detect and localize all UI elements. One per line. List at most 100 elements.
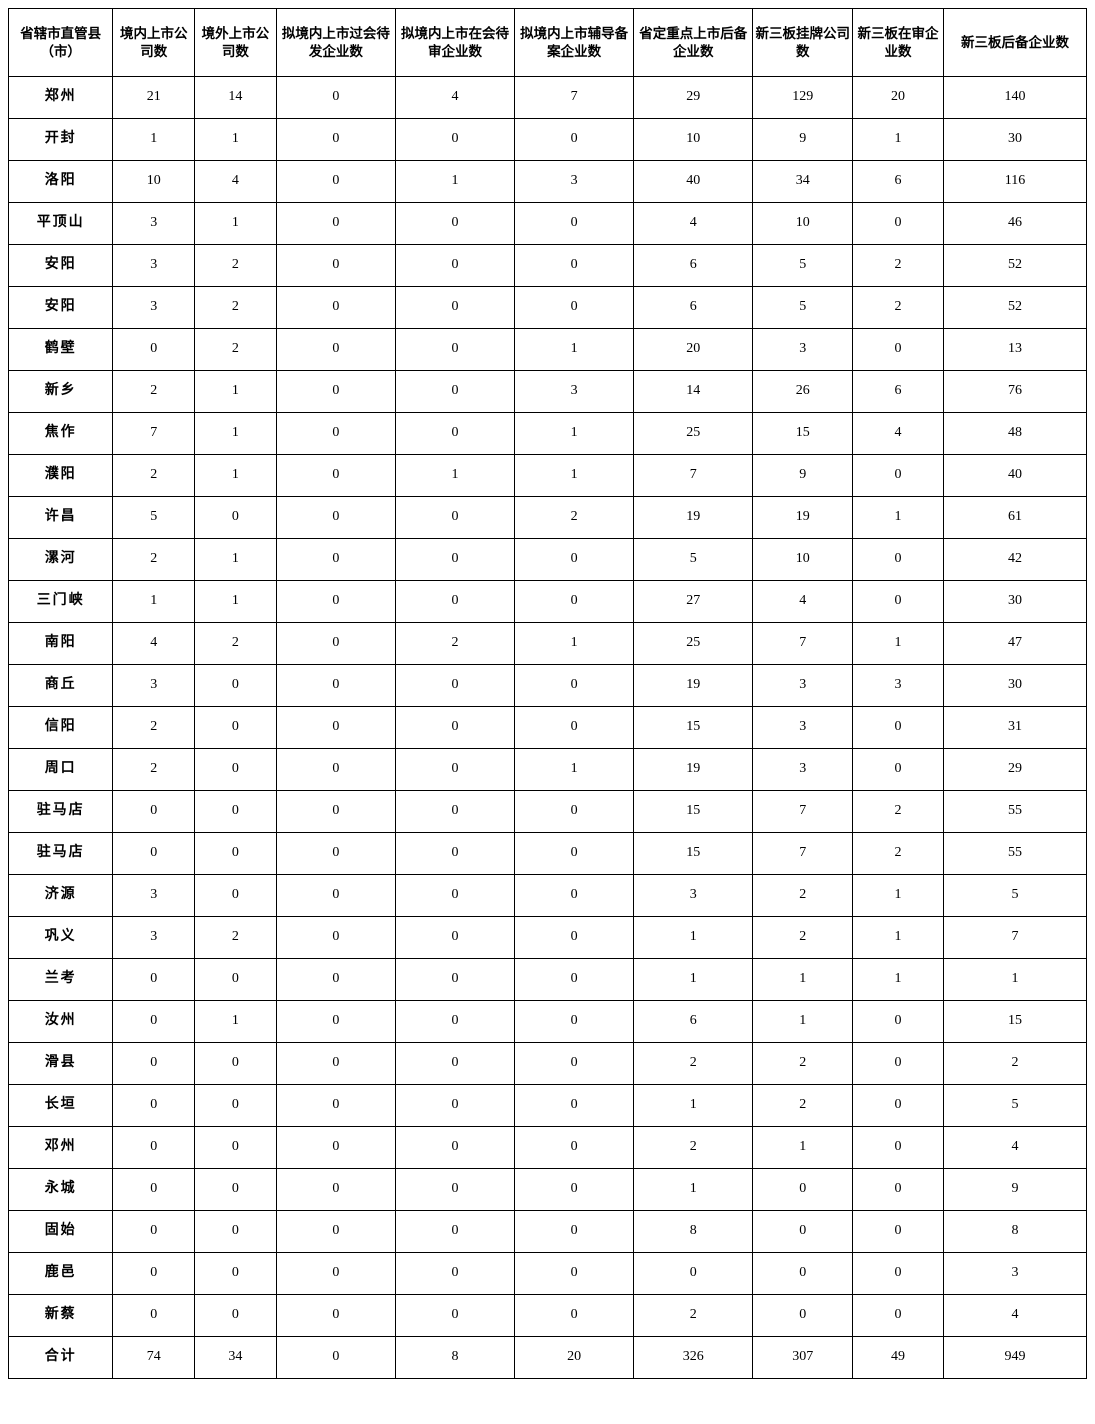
cell-value: 19 [634, 497, 753, 539]
cell-value: 0 [634, 1253, 753, 1295]
cell-value: 0 [195, 1169, 277, 1211]
cell-value: 0 [276, 1253, 395, 1295]
cell-value: 0 [395, 1043, 514, 1085]
table-row: 济源300003215 [9, 875, 1087, 917]
cell-value: 0 [515, 245, 634, 287]
cell-value: 1 [113, 119, 195, 161]
cell-value: 0 [515, 833, 634, 875]
cell-value: 2 [853, 833, 944, 875]
cell-value: 1 [195, 203, 277, 245]
cell-value: 2 [113, 539, 195, 581]
cell-value: 0 [276, 1043, 395, 1085]
cell-value: 48 [943, 413, 1086, 455]
cell-region: 许昌 [9, 497, 113, 539]
cell-value: 3 [515, 161, 634, 203]
cell-value: 0 [753, 1211, 853, 1253]
cell-value: 1 [515, 413, 634, 455]
cell-value: 4 [113, 623, 195, 665]
cell-value: 3 [113, 203, 195, 245]
cell-value: 0 [395, 497, 514, 539]
cell-value: 0 [395, 539, 514, 581]
cell-value: 3 [753, 329, 853, 371]
cell-value: 10 [753, 539, 853, 581]
cell-value: 3 [113, 875, 195, 917]
cell-value: 25 [634, 413, 753, 455]
table-row: 邓州000002104 [9, 1127, 1087, 1169]
cell-value: 2 [634, 1043, 753, 1085]
table-row: 汝州0100061015 [9, 1001, 1087, 1043]
cell-value: 14 [195, 77, 277, 119]
cell-value: 29 [943, 749, 1086, 791]
cell-value: 20 [515, 1337, 634, 1379]
cell-value: 15 [634, 833, 753, 875]
cell-value: 3 [853, 665, 944, 707]
cell-value: 1 [195, 539, 277, 581]
cell-value: 0 [195, 833, 277, 875]
cell-value: 0 [853, 1253, 944, 1295]
cell-value: 1 [634, 1085, 753, 1127]
cell-value: 6 [853, 371, 944, 413]
cell-region: 驻马店 [9, 791, 113, 833]
cell-value: 40 [634, 161, 753, 203]
cell-value: 5 [943, 875, 1086, 917]
cell-value: 0 [853, 749, 944, 791]
cell-region: 巩义 [9, 917, 113, 959]
cell-value: 2 [753, 917, 853, 959]
cell-value: 19 [753, 497, 853, 539]
cell-value: 0 [113, 1001, 195, 1043]
table-row: 新乡210031426676 [9, 371, 1087, 413]
cell-value: 74 [113, 1337, 195, 1379]
cell-value: 0 [276, 497, 395, 539]
cell-value: 3 [753, 665, 853, 707]
cell-value: 0 [853, 581, 944, 623]
cell-value: 0 [515, 917, 634, 959]
cell-value: 10 [113, 161, 195, 203]
cell-value: 1 [634, 1169, 753, 1211]
col-header-c4: 拟境内上市在会待审企业数 [395, 9, 514, 77]
cell-value: 0 [276, 245, 395, 287]
cell-value: 7 [113, 413, 195, 455]
cell-value: 4 [853, 413, 944, 455]
table-row: 三门峡11000274030 [9, 581, 1087, 623]
cell-value: 3 [113, 665, 195, 707]
cell-value: 4 [634, 203, 753, 245]
table-row: 南阳42021257147 [9, 623, 1087, 665]
cell-region: 焦作 [9, 413, 113, 455]
cell-value: 21 [113, 77, 195, 119]
cell-region: 汝州 [9, 1001, 113, 1043]
cell-value: 1 [395, 161, 514, 203]
cell-value: 0 [113, 1295, 195, 1337]
cell-value: 0 [853, 1127, 944, 1169]
cell-value: 0 [276, 1001, 395, 1043]
cell-value: 0 [276, 1295, 395, 1337]
cell-value: 27 [634, 581, 753, 623]
cell-value: 2 [943, 1043, 1086, 1085]
cell-value: 61 [943, 497, 1086, 539]
cell-value: 0 [276, 791, 395, 833]
cell-value: 5 [634, 539, 753, 581]
cell-value: 0 [515, 119, 634, 161]
table-row: 巩义320001217 [9, 917, 1087, 959]
col-header-c8: 新三板在审企业数 [853, 9, 944, 77]
cell-value: 0 [195, 791, 277, 833]
cell-value: 6 [853, 161, 944, 203]
cell-value: 1 [853, 119, 944, 161]
cell-value: 1 [943, 959, 1086, 1001]
cell-value: 1 [515, 329, 634, 371]
cell-value: 8 [395, 1337, 514, 1379]
cell-value: 1 [753, 1127, 853, 1169]
cell-value: 1 [753, 1001, 853, 1043]
cell-value: 0 [113, 833, 195, 875]
header-row: 省辖市直管县（市） 境内上市公司数 境外上市公司数 拟境内上市过会待发企业数 拟… [9, 9, 1087, 77]
cell-value: 1 [195, 455, 277, 497]
cell-region: 南阳 [9, 623, 113, 665]
cell-region: 平顶山 [9, 203, 113, 245]
cell-value: 0 [395, 1001, 514, 1043]
table-row: 固始000008008 [9, 1211, 1087, 1253]
cell-region: 濮阳 [9, 455, 113, 497]
cell-value: 0 [395, 959, 514, 1001]
cell-value: 116 [943, 161, 1086, 203]
cell-region: 永城 [9, 1169, 113, 1211]
table-row: 焦作710012515448 [9, 413, 1087, 455]
cell-region: 邓州 [9, 1127, 113, 1169]
